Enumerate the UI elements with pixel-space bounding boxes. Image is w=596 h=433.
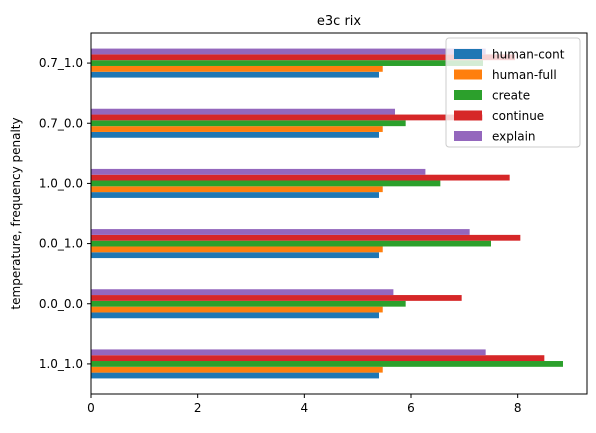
bar-human-cont-1.0_1.0 xyxy=(91,372,379,379)
bar-create-0.7_1.0 xyxy=(91,60,483,66)
legend-swatch-human-cont xyxy=(454,49,482,59)
y-tick-label: 0.0_1.0 xyxy=(39,237,83,251)
y-tick-label: 0.7_1.0 xyxy=(39,56,83,70)
bar-continue-0.0_0.0 xyxy=(91,295,462,301)
bar-create-0.0_0.0 xyxy=(91,300,406,307)
y-tick-label: 1.0_1.0 xyxy=(39,357,83,371)
bar-human-cont-0.0_1.0 xyxy=(91,252,379,259)
bar-human-cont-0.0_0.0 xyxy=(91,312,379,319)
chart-title: e3c rix xyxy=(317,14,362,29)
legend-swatch-human-full xyxy=(454,69,482,80)
x-tick-label: 0 xyxy=(87,401,95,415)
legend-swatch-explain xyxy=(454,131,482,141)
legend-label-continue: continue xyxy=(492,109,544,123)
x-tick-label: 8 xyxy=(514,401,522,415)
bar-continue-0.7_0.0 xyxy=(91,114,483,121)
bar-continue-0.7_1.0 xyxy=(91,54,515,61)
bar-continue-0.0_1.0 xyxy=(91,234,521,241)
bar-human-full-1.0_0.0 xyxy=(91,186,383,193)
bar-explain-0.7_0.0 xyxy=(91,108,395,115)
bar-human-full-1.0_1.0 xyxy=(91,366,383,373)
bar-human-full-0.7_0.0 xyxy=(91,126,383,132)
y-tick-label: 0.7_0.0 xyxy=(39,116,83,130)
bar-explain-0.7_1.0 xyxy=(91,48,486,55)
legend-label-human-full: human-full xyxy=(492,68,557,82)
bar-human-cont-1.0_0.0 xyxy=(91,192,379,198)
y-axis: 1.0_1.0 0.0_0.0 0.0_1.0 1.0_0.0 0.7_0.0 0.7_1… xyxy=(39,56,91,371)
x-axis: 0 2 4 6 8 xyxy=(87,394,521,415)
bars-group xyxy=(91,48,563,379)
bar-explain-0.0_1.0 xyxy=(91,229,470,235)
legend-label-create: create xyxy=(492,89,530,103)
bar-explain-1.0_1.0 xyxy=(91,349,486,356)
legend: human-cont human-full create continue explai… xyxy=(445,37,581,148)
y-axis-label: temperature, frequency penalty xyxy=(9,117,23,309)
legend-label-explain: explain xyxy=(492,130,536,144)
x-tick-label: 2 xyxy=(194,401,202,415)
legend-swatch-create xyxy=(454,90,482,100)
bar-human-full-0.7_1.0 xyxy=(91,65,383,72)
bar-continue-1.0_0.0 xyxy=(91,174,510,181)
y-tick-label: 1.0_0.0 xyxy=(39,176,83,190)
bar-explain-0.0_0.0 xyxy=(91,289,394,296)
bar-human-cont-0.7_0.0 xyxy=(91,131,379,138)
bar-create-0.7_0.0 xyxy=(91,120,406,127)
bar-continue-1.0_1.0 xyxy=(91,355,545,362)
legend-swatch-continue xyxy=(454,110,482,121)
x-tick-label: 4 xyxy=(301,401,309,415)
bar-human-cont-0.7_1.0 xyxy=(91,71,379,78)
bar-human-full-0.0_1.0 xyxy=(91,246,383,253)
plot-frame xyxy=(90,32,588,395)
x-tick-label: 6 xyxy=(407,401,415,415)
bar-create-0.0_1.0 xyxy=(91,240,491,247)
bar-create-1.0_0.0 xyxy=(91,180,441,187)
legend-label-human-cont: human-cont xyxy=(492,48,565,62)
bar-human-full-0.0_0.0 xyxy=(91,306,383,313)
bar-create-1.0_1.0 xyxy=(91,361,563,367)
bar-explain-1.0_0.0 xyxy=(91,168,426,175)
y-tick-label: 0.0_0.0 xyxy=(39,297,83,311)
